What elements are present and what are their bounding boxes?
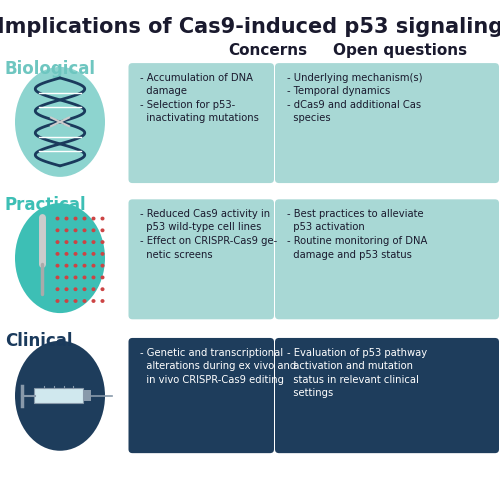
Circle shape	[74, 287, 78, 291]
Circle shape	[92, 287, 96, 291]
Circle shape	[64, 287, 68, 291]
FancyBboxPatch shape	[275, 199, 499, 319]
Circle shape	[92, 275, 96, 279]
Text: - Best practices to alleviate
  p53 activation
- Routine monitoring of DNA
  dam: - Best practices to alleviate p53 activa…	[286, 209, 427, 260]
Circle shape	[64, 264, 68, 268]
Ellipse shape	[15, 341, 105, 451]
Circle shape	[56, 299, 60, 303]
Circle shape	[74, 240, 78, 244]
Circle shape	[82, 275, 86, 279]
Circle shape	[82, 299, 86, 303]
Circle shape	[100, 228, 104, 232]
Circle shape	[74, 275, 78, 279]
Circle shape	[82, 264, 86, 268]
Circle shape	[64, 275, 68, 279]
Circle shape	[82, 240, 86, 244]
Circle shape	[56, 275, 60, 279]
Circle shape	[100, 264, 104, 268]
Text: Implications of Cas9-induced p53 signaling: Implications of Cas9-induced p53 signali…	[0, 17, 500, 37]
FancyBboxPatch shape	[83, 391, 91, 401]
Circle shape	[56, 240, 60, 244]
Circle shape	[82, 252, 86, 256]
Text: Clinical: Clinical	[5, 332, 72, 350]
FancyBboxPatch shape	[128, 63, 274, 183]
Circle shape	[56, 228, 60, 232]
Circle shape	[64, 299, 68, 303]
FancyBboxPatch shape	[128, 199, 274, 319]
Ellipse shape	[15, 203, 105, 313]
Circle shape	[74, 217, 78, 220]
Circle shape	[100, 299, 104, 303]
Circle shape	[100, 252, 104, 256]
Circle shape	[82, 217, 86, 220]
Circle shape	[82, 287, 86, 291]
Text: Biological: Biological	[5, 60, 96, 78]
Circle shape	[74, 228, 78, 232]
Circle shape	[100, 240, 104, 244]
Circle shape	[100, 275, 104, 279]
Text: Open questions: Open questions	[333, 43, 467, 58]
Circle shape	[74, 264, 78, 268]
Circle shape	[100, 287, 104, 291]
FancyBboxPatch shape	[275, 63, 499, 183]
Circle shape	[92, 252, 96, 256]
Circle shape	[100, 217, 104, 220]
FancyBboxPatch shape	[34, 388, 83, 403]
Text: Practical: Practical	[5, 196, 86, 214]
Circle shape	[64, 217, 68, 220]
Text: - Accumulation of DNA
  damage
- Selection for p53-
  inactivating mutations: - Accumulation of DNA damage - Selection…	[140, 73, 259, 123]
Circle shape	[74, 252, 78, 256]
Circle shape	[56, 217, 60, 220]
Circle shape	[64, 228, 68, 232]
Circle shape	[56, 252, 60, 256]
Circle shape	[64, 252, 68, 256]
Circle shape	[56, 287, 60, 291]
FancyBboxPatch shape	[275, 338, 499, 453]
Circle shape	[92, 299, 96, 303]
Circle shape	[92, 217, 96, 220]
Text: - Underlying mechanism(s)
- Temporal dynamics
- dCas9 and additional Cas
  speci: - Underlying mechanism(s) - Temporal dyn…	[286, 73, 422, 123]
Circle shape	[92, 264, 96, 268]
Circle shape	[74, 299, 78, 303]
Text: - Evaluation of p53 pathway
  activation and mutation
  status in relevant clini: - Evaluation of p53 pathway activation a…	[286, 348, 426, 398]
Ellipse shape	[15, 67, 105, 177]
Circle shape	[56, 264, 60, 268]
Circle shape	[92, 228, 96, 232]
Text: Concerns: Concerns	[228, 43, 307, 58]
Circle shape	[64, 240, 68, 244]
Circle shape	[82, 228, 86, 232]
FancyBboxPatch shape	[128, 338, 274, 453]
Circle shape	[92, 240, 96, 244]
Text: - Reduced Cas9 activity in
  p53 wild-type cell lines
- Effect on CRISPR-Cas9 ge: - Reduced Cas9 activity in p53 wild-type…	[140, 209, 277, 260]
Text: - Genetic and transcriptional
  alterations during ex vivo and
  in vivo CRISPR-: - Genetic and transcriptional alteration…	[140, 348, 296, 385]
